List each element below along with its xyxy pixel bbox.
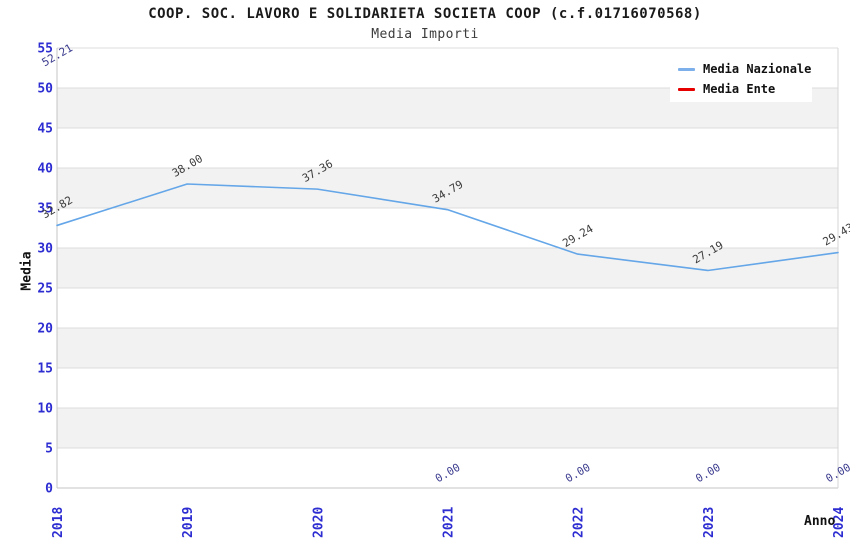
grid-band (57, 328, 838, 368)
y-tick-label: 25 (37, 282, 53, 297)
legend-label: Media Nazionale (703, 62, 812, 76)
y-tick-label: 0 (45, 482, 53, 497)
y-tick-label: 45 (37, 122, 53, 137)
y-tick-label: 50 (37, 82, 53, 97)
y-tick-label: 55 (37, 42, 53, 57)
legend-item-media-nazionale: Media Nazionale (678, 62, 812, 76)
x-tick-label: 2022 (572, 507, 587, 538)
legend: Media Nazionale Media Ente (670, 56, 812, 102)
legend-label: Media Ente (703, 82, 776, 96)
grid-band (57, 168, 838, 208)
y-tick-label: 20 (37, 322, 53, 337)
data-label-media-ente: 0.00 (563, 461, 592, 486)
y-tick-label: 40 (37, 162, 53, 177)
data-label-media-ente: 0.00 (824, 461, 850, 486)
data-label-media-ente: 0.00 (433, 461, 462, 486)
chart-subtitle: Media Importi (371, 27, 479, 42)
media-nazionale-line-swatch-icon (678, 67, 695, 71)
grid-band (57, 408, 838, 448)
legend-item-media-ente: Media Ente (678, 82, 812, 96)
x-tick-label: 2018 (51, 507, 66, 538)
data-label-media-ente: 0.00 (693, 461, 722, 486)
chart-title: COOP. SOC. LAVORO E SOLIDARIETA SOCIETA … (148, 6, 702, 22)
x-tick-label: 2019 (181, 507, 196, 538)
x-axis-title: Anno (804, 514, 836, 529)
y-tick-label: 15 (37, 362, 53, 377)
media-ente-line-swatch-icon (678, 87, 695, 91)
y-tick-label: 30 (37, 242, 53, 257)
series-line-media-nazionale (56, 183, 839, 272)
x-tick-label: 2021 (442, 507, 457, 538)
y-axis-title: Media (19, 251, 35, 291)
x-tick-label: 2020 (311, 507, 326, 538)
y-tick-label: 5 (45, 442, 53, 457)
y-tick-label: 35 (37, 202, 53, 217)
data-label-media-nazionale: 29.43 (821, 221, 850, 249)
x-tick-label: 2024 (832, 507, 847, 538)
y-tick-label: 10 (37, 402, 53, 417)
data-label-media-nazionale: 29.24 (560, 222, 596, 250)
x-tick-label: 2023 (702, 507, 717, 538)
grid-band (57, 248, 838, 288)
